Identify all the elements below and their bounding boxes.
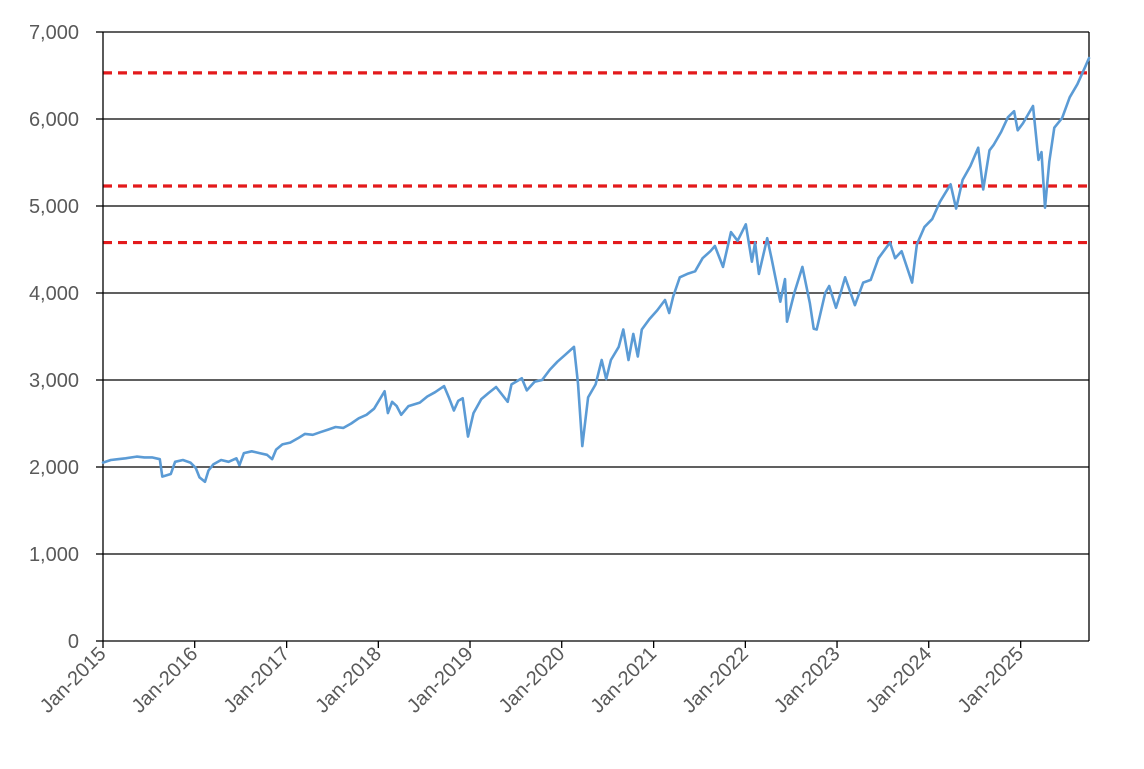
y-tick-label: 4,000 <box>29 283 79 305</box>
grid-lines <box>103 31 1090 641</box>
x-tick-label: Jan-2016 <box>128 643 203 718</box>
y-tick-labels: 0 1,000 2,000 3,000 4,000 5,000 6,000 7,000 <box>29 22 103 653</box>
y-tick-label: 3,000 <box>29 370 79 392</box>
axes <box>102 32 1089 642</box>
y-tick-label: 5,000 <box>29 196 79 218</box>
x-tick-labels: Jan-2015 Jan-2016 Jan-2017 Jan-2018 Jan-2019… <box>36 641 1028 718</box>
x-tick-label: Jan-2018 <box>311 643 386 718</box>
x-tick-label: Jan-2020 <box>495 643 570 718</box>
x-tick-label: Jan-2023 <box>770 643 845 718</box>
x-tick-label: Jan-2025 <box>954 643 1029 718</box>
x-tick-label: Jan-2021 <box>587 643 662 718</box>
y-tick-label: 6,000 <box>29 109 79 131</box>
y-tick-label: 0 <box>68 631 79 653</box>
x-tick-label: Jan-2017 <box>220 643 295 718</box>
y-tick-label: 2,000 <box>29 457 79 479</box>
y-tick-label: 7,000 <box>29 22 79 44</box>
series <box>101 56 1091 484</box>
x-tick-label: Jan-2019 <box>403 643 478 718</box>
y-tick-label: 1,000 <box>29 544 79 566</box>
series-line-1 <box>101 56 1091 484</box>
x-tick-label: Jan-2024 <box>862 643 937 718</box>
reference-lines <box>103 71 1089 245</box>
x-tick-label: Jan-2022 <box>678 643 753 718</box>
x-tick-label: Jan-2015 <box>36 643 111 718</box>
